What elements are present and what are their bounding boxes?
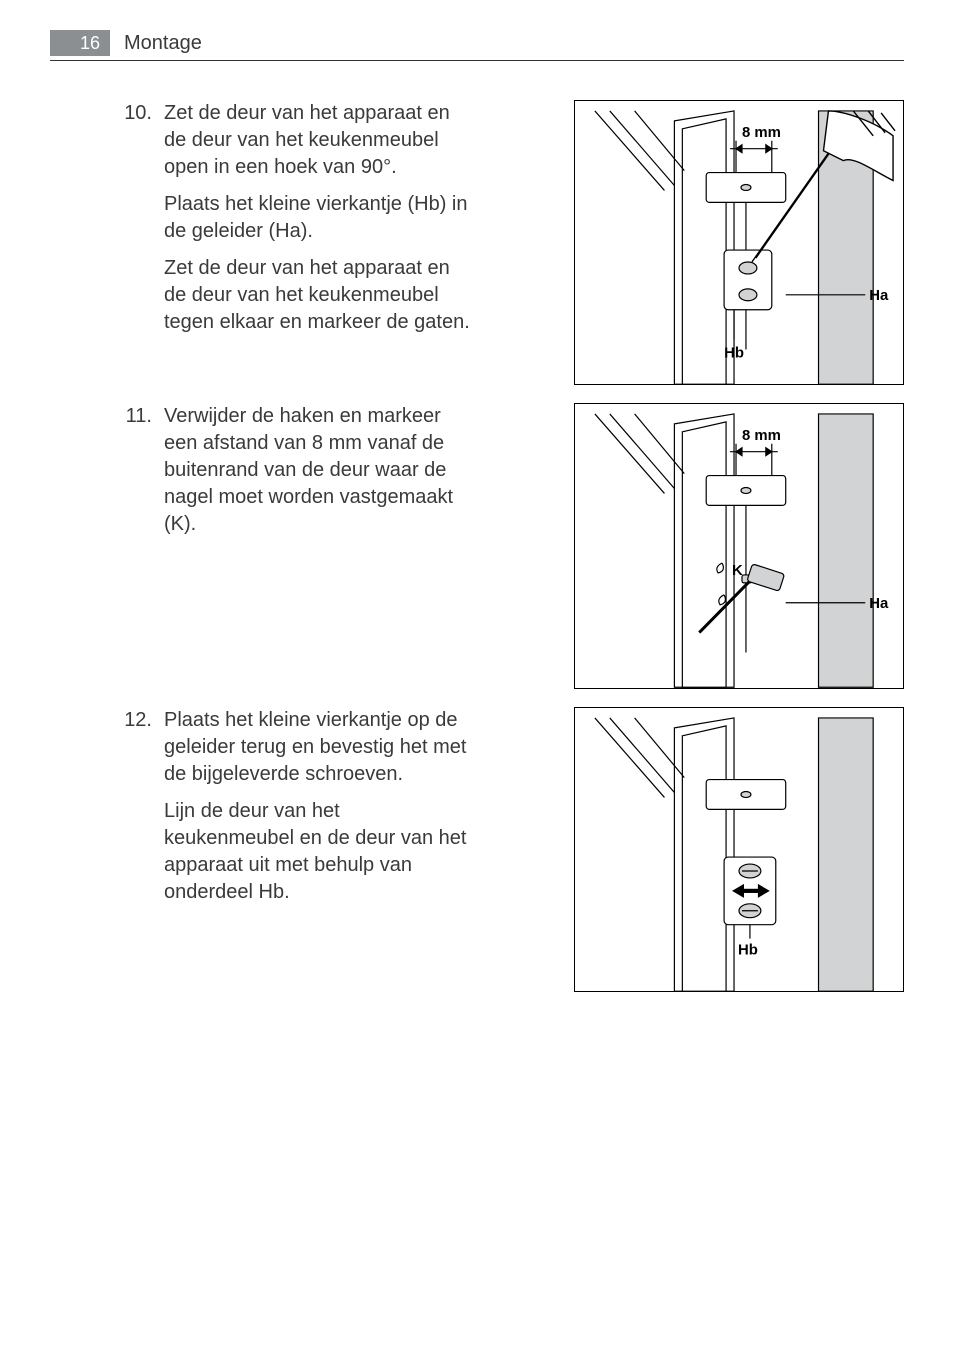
figure-frame: 8 mm K [574, 403, 904, 688]
callout-label: Ha [869, 596, 889, 612]
step-12-figure: Hb [574, 707, 904, 992]
step-paragraph: Lijn de deur van het keukenmeubel en de … [164, 798, 470, 906]
list-item: 11. Verwijder de haken en markeer een af… [114, 403, 470, 538]
header-rule [50, 60, 904, 61]
figure-frame: 8 mm [574, 100, 904, 385]
step-ordinal: 11. [114, 403, 152, 430]
callout-label: Ha [869, 288, 889, 304]
step-10-figure: 8 mm [574, 100, 904, 385]
step-11-text: 11. Verwijder de haken en markeer een af… [50, 403, 470, 548]
list-item: 12. Plaats het kleine vierkantje op de g… [114, 707, 470, 906]
header-bar: 16 Montage [50, 30, 904, 56]
step-paragraph: Plaats het kleine vierkantje (Hb) in de … [164, 191, 470, 245]
step-11-figure: 8 mm K [574, 403, 904, 688]
page-header: 16 Montage [50, 30, 904, 64]
dimension-label: 8 mm [742, 428, 781, 444]
step-10-row: 10. Zet de deur van het apparaat en de d… [50, 100, 904, 385]
step-paragraph: Zet de deur van het apparaat en de deur … [164, 100, 470, 181]
list-item: 10. Zet de deur van het apparaat en de d… [114, 100, 470, 336]
step-12-text: 12. Plaats het kleine vierkantje op de g… [50, 707, 470, 916]
assembly-diagram-icon: 8 mm [575, 101, 903, 384]
callout-label: K [732, 563, 743, 579]
assembly-diagram-icon: Hb [575, 708, 903, 991]
section-title: Montage [110, 30, 202, 56]
callout-label: Hb [724, 345, 744, 361]
manual-page: 16 Montage 10. Zet de deur van het appar… [0, 0, 954, 1352]
step-10-text: 10. Zet de deur van het apparaat en de d… [50, 100, 470, 346]
assembly-diagram-icon: 8 mm K [575, 404, 903, 687]
dimension-label: 8 mm [742, 125, 781, 141]
step-12-row: 12. Plaats het kleine vierkantje op de g… [50, 707, 904, 992]
step-paragraph: Verwijder de haken en markeer een afstan… [164, 403, 470, 538]
page-content: 10. Zet de deur van het apparaat en de d… [50, 100, 904, 1302]
callout-label: Hb [738, 942, 758, 958]
page-number: 16 [50, 30, 110, 56]
figure-frame: Hb [574, 707, 904, 992]
step-paragraph: Plaats het kleine vierkantje op de gelei… [164, 707, 470, 788]
step-paragraph: Zet de deur van het apparaat en de deur … [164, 255, 470, 336]
step-11-row: 11. Verwijder de haken en markeer een af… [50, 403, 904, 688]
step-ordinal: 10. [114, 100, 152, 127]
step-ordinal: 12. [114, 707, 152, 734]
